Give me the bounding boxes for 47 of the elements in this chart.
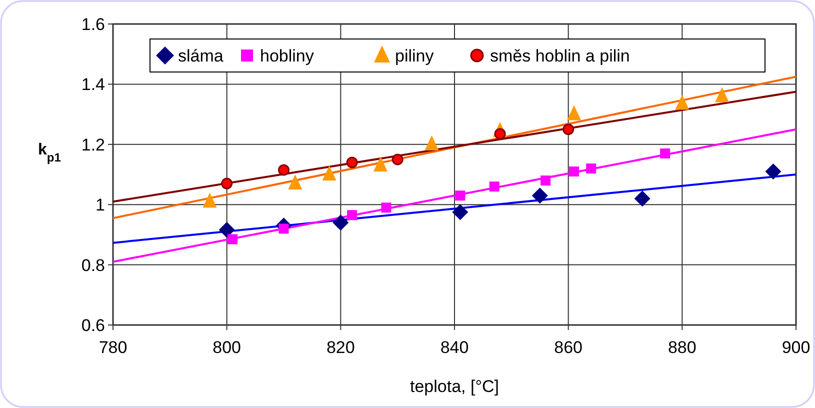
y-tick-label: 1 bbox=[96, 196, 105, 215]
point bbox=[634, 190, 650, 207]
point bbox=[489, 182, 500, 192]
point bbox=[660, 148, 670, 158]
x-tick-label: 780 bbox=[98, 338, 128, 357]
y-tick-label: 1.6 bbox=[81, 14, 105, 34]
legend-label: hobliny bbox=[260, 46, 314, 66]
point bbox=[202, 192, 217, 208]
point bbox=[346, 156, 358, 168]
point bbox=[452, 204, 468, 220]
point bbox=[288, 174, 302, 190]
point bbox=[424, 135, 439, 150]
legend-label: směs hoblin a pilin bbox=[490, 46, 630, 66]
y-tick-label: 0.6 bbox=[81, 316, 105, 335]
point bbox=[562, 124, 574, 136]
y-axis-title: k$_{p1}$ bbox=[38, 142, 62, 164]
y-tick-label: 0.8 bbox=[81, 256, 105, 275]
x-tick-label: 880 bbox=[668, 338, 696, 357]
point bbox=[278, 164, 290, 176]
point bbox=[347, 210, 358, 220]
point bbox=[374, 156, 388, 172]
point bbox=[221, 178, 233, 190]
x-axis-title: teplota, [°C] bbox=[410, 377, 500, 396]
point bbox=[455, 190, 466, 201]
point bbox=[228, 234, 238, 244]
point bbox=[675, 94, 690, 110]
point bbox=[381, 202, 392, 213]
legend-label: piliny bbox=[395, 46, 434, 66]
point bbox=[586, 163, 596, 174]
x-tick-label: 800 bbox=[212, 338, 242, 357]
x-tick-label: 840 bbox=[440, 338, 469, 357]
point bbox=[332, 214, 349, 231]
x-tick-label: 860 bbox=[554, 338, 583, 357]
legend-label: sláma bbox=[178, 46, 224, 66]
point bbox=[569, 166, 580, 176]
x-tick-label: 820 bbox=[326, 338, 355, 357]
point bbox=[322, 166, 336, 180]
point bbox=[540, 176, 551, 186]
y-tick-label: 1.4 bbox=[81, 75, 105, 94]
point bbox=[218, 222, 235, 238]
point bbox=[765, 163, 782, 180]
point bbox=[532, 188, 548, 204]
point bbox=[567, 105, 582, 120]
y-tick-label: 1.2 bbox=[81, 135, 105, 154]
point bbox=[715, 87, 730, 102]
x-tick-label: 900 bbox=[782, 338, 810, 357]
point bbox=[392, 154, 404, 166]
